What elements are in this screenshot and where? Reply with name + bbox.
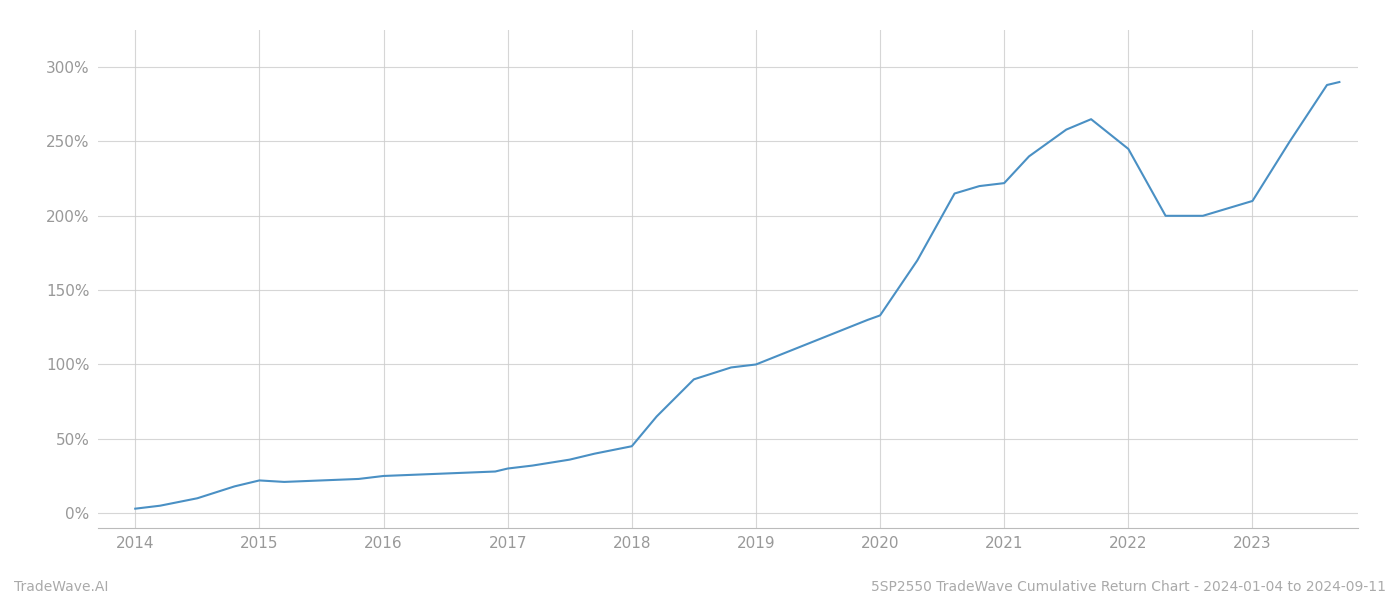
- Text: TradeWave.AI: TradeWave.AI: [14, 580, 108, 594]
- Text: 5SP2550 TradeWave Cumulative Return Chart - 2024-01-04 to 2024-09-11: 5SP2550 TradeWave Cumulative Return Char…: [871, 580, 1386, 594]
